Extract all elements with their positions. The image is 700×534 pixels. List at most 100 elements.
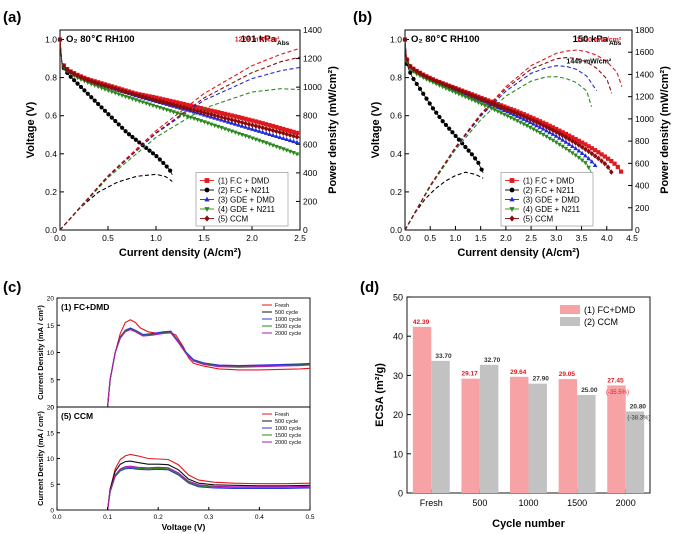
marker-5-ccm [437,79,442,86]
marker-1-f-c-dmd [554,126,559,132]
marker-5-ccm [61,63,67,69]
marker-1-f-c-dmd [236,115,241,120]
marker-2-f-c-n211 [99,105,104,110]
marker-5-ccm [154,97,159,104]
y-tick-label: 0.4 [390,149,402,159]
legend: (1) F.C + DMD(2) F.C + N211(3) GDE + DMD… [500,172,594,227]
marker-3-gde-dmd [573,145,578,151]
legend-entry-1500-cycle: 1500 cycle [275,324,301,330]
marker-4-gde-n211 [160,107,166,112]
marker-4-gde-n211 [527,125,533,130]
marker-4-gde-n211 [215,124,221,130]
y-axis-label: Current Density (mA / cm²) [36,305,45,400]
plot-frame [56,406,311,511]
marker-4-gde-n211 [576,155,582,161]
marker-5-ccm [414,68,420,75]
marker-5-ccm [222,115,228,121]
marker-3-gde-dmd [239,123,245,128]
y-tick-label: 30 [393,371,403,381]
marker-4-gde-n211 [566,149,572,154]
power-curve-5-ccm [59,56,301,231]
marker-4-gde-n211 [479,102,484,107]
panel-label: (c) [3,279,21,296]
marker-3-gde-dmd [277,134,283,140]
marker-5-ccm [195,108,200,114]
marker-2-f-c-n211 [106,112,111,117]
marker-2-f-c-n211 [164,164,169,169]
marker-4-gde-n211 [106,88,111,94]
marker-1-f-c-dmd [583,142,588,147]
marker-1-f-c-dmd [216,110,221,115]
marker-3-gde-dmd [291,138,296,144]
y-tick-label: 0.0 [390,225,402,235]
marker-4-gde-n211 [260,139,266,145]
subplot-label: (5) CCM [61,411,93,421]
marker-2-f-c-n211 [453,133,458,139]
marker-5-ccm [232,118,238,124]
marker-5-ccm [270,127,276,134]
marker-5-ccm [563,134,569,141]
x-tick-label: 0.0 [52,514,61,521]
marker-5-ccm [212,112,218,119]
peak-power-annotation: 1449 mW/cm² [566,58,611,65]
marker-4-gde-n211 [219,126,224,131]
marker-2-f-c-n211 [89,95,94,100]
bar-value-label: 32.70 [484,357,501,364]
marker-5-ccm [456,87,462,93]
x-tick-label: 0.1 [103,514,112,521]
y2-tick-label: 600 [635,158,649,168]
marker-4-gde-n211 [126,95,132,101]
marker-1-f-c-dmd [226,112,231,117]
marker-1-f-c-dmd [541,120,546,125]
marker-4-gde-n211 [579,158,585,163]
legend-entry-5-ccm: (5) CCM [523,215,554,224]
y2-tick-label: 1200 [303,54,322,64]
marker-4-gde-n211 [518,120,523,125]
marker-4-gde-n211 [534,129,540,134]
legend-marker [204,178,210,183]
marker-4-gde-n211 [573,153,578,158]
marker-1-f-c-dmd [288,128,293,133]
marker-4-gde-n211 [537,131,543,136]
marker-1-f-c-dmd [257,120,262,125]
marker-4-gde-n211 [112,91,118,96]
marker-2-f-c-n211 [102,108,108,113]
marker-4-gde-n211 [446,88,452,93]
cv-curve-1500-cycle [107,328,311,408]
marker-4-gde-n211 [232,130,238,135]
x-axis-label: Voltage (V) [162,522,206,532]
y-tick-label: 0.2 [390,187,402,197]
marker-4-gde-n211 [456,92,462,97]
marker-4-gde-n211 [195,117,200,123]
y2-tick-label: 600 [303,139,317,149]
marker-5-ccm [140,93,146,100]
marker-3-gde-dmd [236,122,242,127]
legend-entry-1-fc-dmd: (1) FC+DMD [584,305,636,315]
marker-5-ccm [505,106,510,113]
marker-2-f-c-n211 [168,168,173,173]
voltage-curve-1-f-c-dmd [59,39,301,135]
bar-2-ccm-1500 [577,395,596,493]
marker-5-ccm [547,125,553,132]
marker-3-gde-dmd [540,126,546,131]
marker-1-f-c-dmd [284,127,289,133]
x-tick-label: 0.5 [305,514,314,521]
marker-1-f-c-dmd [253,119,258,124]
marker-4-gde-n211 [88,82,94,87]
marker-5-ccm [246,121,252,127]
y2-tick-label: 1400 [303,25,322,35]
marker-2-f-c-n211 [82,88,87,93]
marker-1-f-c-dmd [260,121,265,126]
marker-4-gde-n211 [154,104,159,110]
y-tick-label: 10 [47,350,55,357]
marker-4-gde-n211 [256,138,262,143]
x-tick-label: 2000 [616,498,636,508]
marker-1-f-c-dmd [573,136,578,142]
marker-4-gde-n211 [184,114,190,119]
marker-4-gde-n211 [157,105,163,111]
marker-4-gde-n211 [102,87,108,92]
marker-4-gde-n211 [171,110,176,115]
marker-5-ccm [560,132,565,139]
plot-frame [56,297,311,408]
marker-4-gde-n211 [202,120,207,125]
